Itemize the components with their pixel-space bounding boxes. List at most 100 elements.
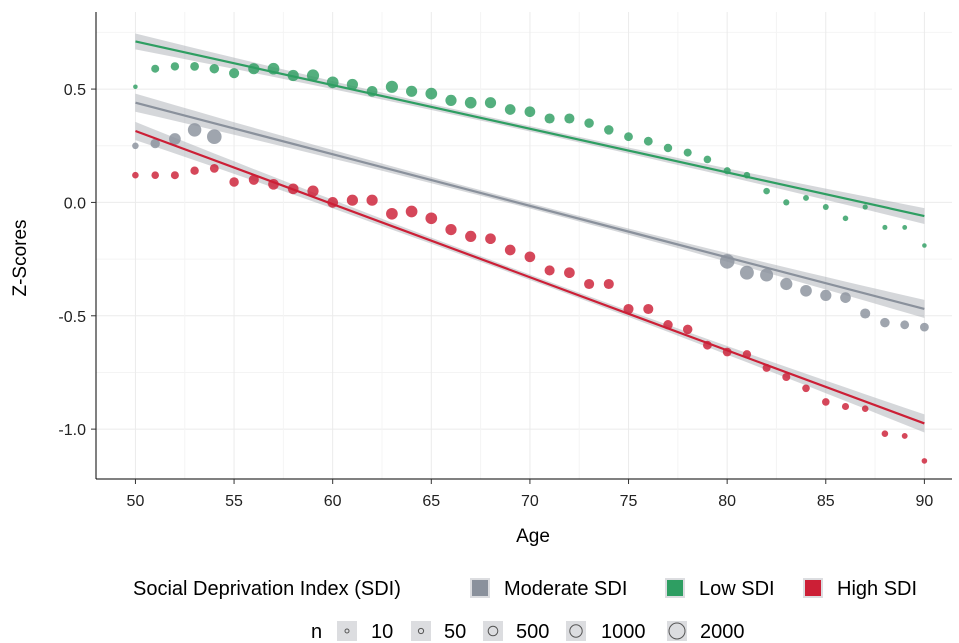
- point-high-sdi: [782, 372, 791, 382]
- point-moderate-sdi: [900, 320, 910, 330]
- legend-swatch-moderate-sdi: [472, 580, 488, 596]
- point-moderate-sdi: [880, 317, 890, 328]
- point-low-sdi: [783, 199, 790, 206]
- legend-size-key-10: [337, 621, 357, 641]
- point-low-sdi: [862, 204, 868, 210]
- point-high-sdi: [209, 164, 219, 173]
- x-tick-label: 60: [324, 493, 342, 510]
- point-high-sdi: [603, 278, 614, 290]
- point-low-sdi: [464, 96, 477, 109]
- point-low-sdi: [425, 87, 438, 100]
- point-low-sdi: [703, 155, 712, 164]
- point-moderate-sdi: [739, 265, 754, 280]
- point-moderate-sdi: [860, 308, 871, 319]
- point-high-sdi: [524, 251, 536, 263]
- point-moderate-sdi: [207, 129, 222, 144]
- point-low-sdi: [170, 62, 180, 71]
- point-low-sdi: [624, 132, 633, 142]
- point-high-sdi: [229, 177, 239, 187]
- point-moderate-sdi: [800, 284, 812, 297]
- legend-size-entry-10: 10: [337, 621, 393, 643]
- point-low-sdi: [385, 80, 398, 93]
- legend-entry-low-sdi: Low SDI: [665, 578, 775, 600]
- legend-entry-high-sdi: High SDI: [803, 578, 917, 600]
- legend-entry-moderate-sdi: Moderate SDI: [470, 578, 627, 600]
- point-high-sdi: [901, 432, 908, 439]
- fit-line-low-sdi: [135, 40, 925, 218]
- legend-size-circle-2000: [668, 622, 686, 640]
- point-low-sdi: [902, 224, 908, 230]
- legend-color: Social Deprivation Index (SDI) Moderate …: [133, 578, 917, 600]
- x-tick-label: 65: [422, 493, 440, 510]
- legend-label-high-sdi: High SDI: [837, 578, 917, 600]
- point-high-sdi: [584, 278, 595, 290]
- point-low-sdi: [445, 94, 457, 106]
- point-high-sdi: [643, 303, 654, 315]
- point-high-sdi: [544, 265, 555, 276]
- point-low-sdi: [643, 136, 653, 146]
- legend-size-label-50: 50: [444, 621, 466, 643]
- point-low-sdi: [683, 148, 692, 157]
- legend-size: n 10 50 500 1000 2000: [311, 621, 745, 643]
- point-high-sdi: [623, 303, 634, 315]
- point-high-sdi: [307, 185, 319, 197]
- x-tick-label: 50: [127, 493, 145, 510]
- point-low-sdi: [133, 84, 138, 90]
- grid-lines: [96, 12, 952, 479]
- legend-size-circle-500: [487, 625, 499, 637]
- point-moderate-sdi: [920, 322, 929, 332]
- point-moderate-sdi: [840, 292, 851, 303]
- point-high-sdi: [386, 207, 398, 220]
- point-moderate-sdi: [169, 133, 181, 145]
- x-tick-label: 75: [620, 493, 638, 510]
- point-high-sdi: [802, 384, 810, 393]
- point-high-sdi: [445, 224, 457, 236]
- point-low-sdi: [306, 69, 320, 82]
- point-high-sdi: [841, 402, 850, 411]
- point-moderate-sdi: [820, 289, 832, 301]
- y-tick-label: -1.0: [58, 422, 86, 439]
- point-low-sdi: [763, 187, 770, 195]
- legend-size-label-500: 500: [516, 621, 549, 643]
- point-low-sdi: [229, 68, 240, 79]
- x-tick-label: 80: [718, 493, 736, 510]
- point-moderate-sdi: [780, 277, 793, 291]
- point-high-sdi: [465, 230, 477, 242]
- point-high-sdi: [564, 267, 575, 279]
- point-high-sdi: [861, 405, 869, 412]
- point-low-sdi: [209, 63, 220, 74]
- x-tick-label: 70: [521, 493, 539, 510]
- legend-size-circle-1000: [569, 624, 583, 638]
- point-high-sdi: [151, 171, 159, 179]
- legend-size-key-50: [411, 621, 431, 641]
- point-low-sdi: [584, 118, 594, 128]
- legend-label-low-sdi: Low SDI: [699, 578, 775, 600]
- y-axis-title: Z-Scores: [10, 219, 31, 296]
- legend-swatch-low-sdi: [667, 580, 683, 596]
- fit-line-high-sdi: [135, 129, 925, 425]
- point-moderate-sdi: [150, 138, 160, 149]
- point-high-sdi: [170, 171, 179, 180]
- point-low-sdi: [842, 215, 849, 222]
- x-axis-title: Age: [516, 526, 550, 547]
- point-high-sdi: [881, 430, 889, 437]
- legend-size-key-500: [483, 621, 503, 641]
- point-low-sdi: [803, 194, 809, 201]
- point-low-sdi: [190, 62, 200, 71]
- fit-line-moderate-sdi: [135, 101, 925, 311]
- point-low-sdi: [604, 125, 614, 135]
- legend-size-entry-50: 50: [411, 621, 466, 643]
- legend-swatch-high-sdi: [805, 580, 821, 596]
- x-tick-label: 90: [915, 493, 933, 510]
- legend-size-label-1000: 1000: [601, 621, 646, 643]
- point-high-sdi: [822, 398, 830, 406]
- point-moderate-sdi: [760, 268, 774, 282]
- point-high-sdi: [425, 212, 438, 225]
- point-low-sdi: [822, 204, 829, 210]
- legend-size-key-2000: [667, 621, 687, 641]
- legend-size-key-1000: [566, 621, 586, 641]
- legend-size-title: n: [311, 621, 322, 643]
- legend-size-circle-50: [417, 627, 425, 635]
